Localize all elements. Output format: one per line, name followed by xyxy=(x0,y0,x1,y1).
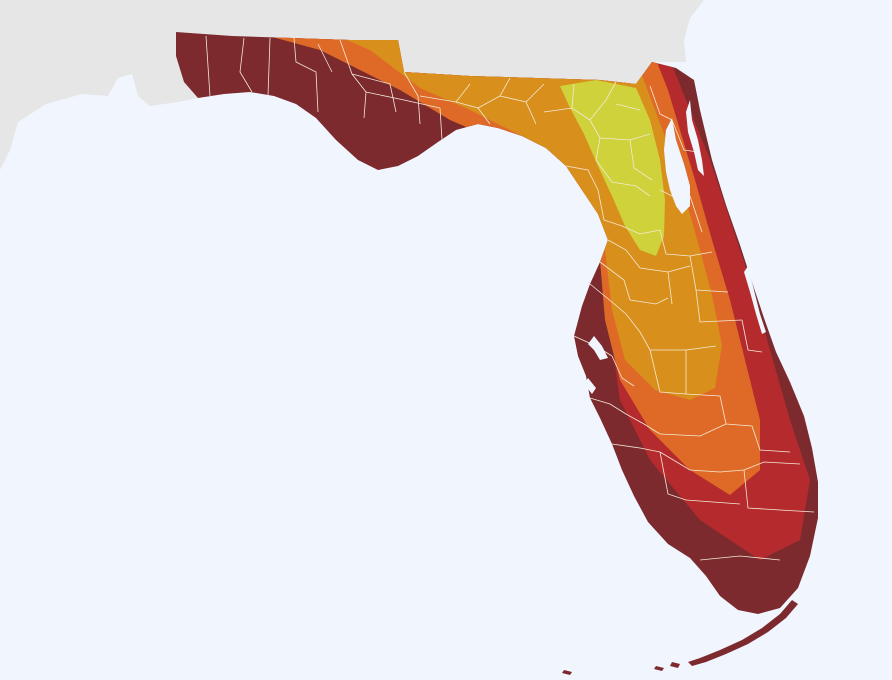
heat-zone-5 xyxy=(560,80,665,256)
inland-water xyxy=(584,100,766,394)
county-boundaries xyxy=(205,35,815,561)
florida-keys xyxy=(562,600,798,675)
